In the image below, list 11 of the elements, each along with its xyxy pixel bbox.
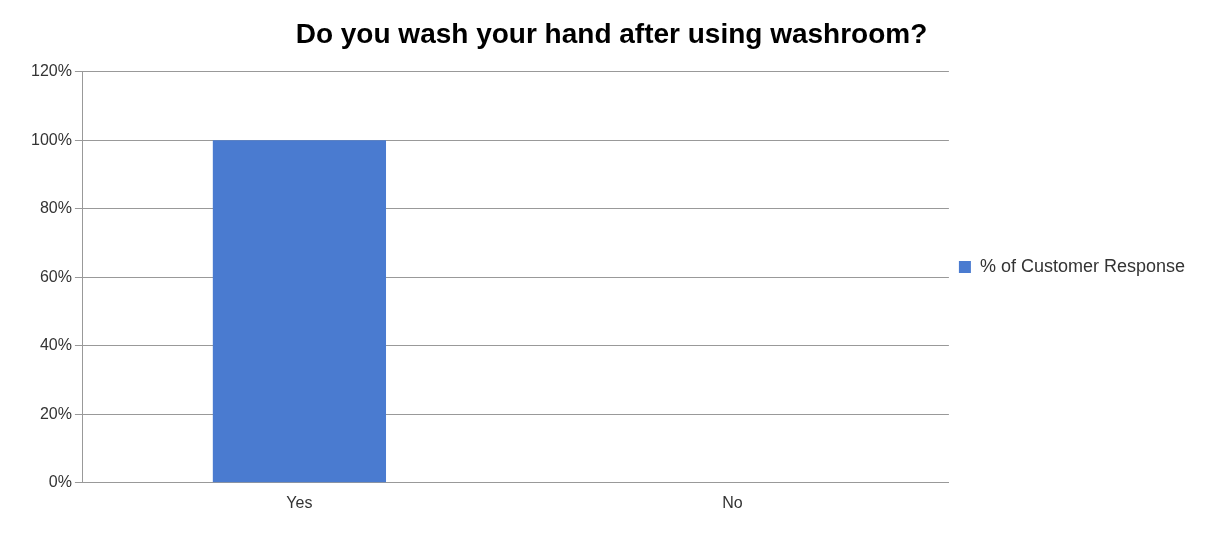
y-tick-label: 20% [39,404,72,422]
legend-label: % of Customer Response [979,255,1185,276]
x-tick-label: Yes [286,493,313,511]
y-tick-label: 100% [31,130,72,148]
y-tick-label: 120% [31,62,72,80]
x-tick-label: No [722,493,743,511]
y-tick-label: 60% [39,267,72,285]
y-tick-label: 40% [39,336,72,354]
y-tick-label: 80% [39,199,72,217]
y-tick-label: 0% [48,473,72,491]
chart-title: Do you wash your hand after using washroom? [295,17,928,49]
